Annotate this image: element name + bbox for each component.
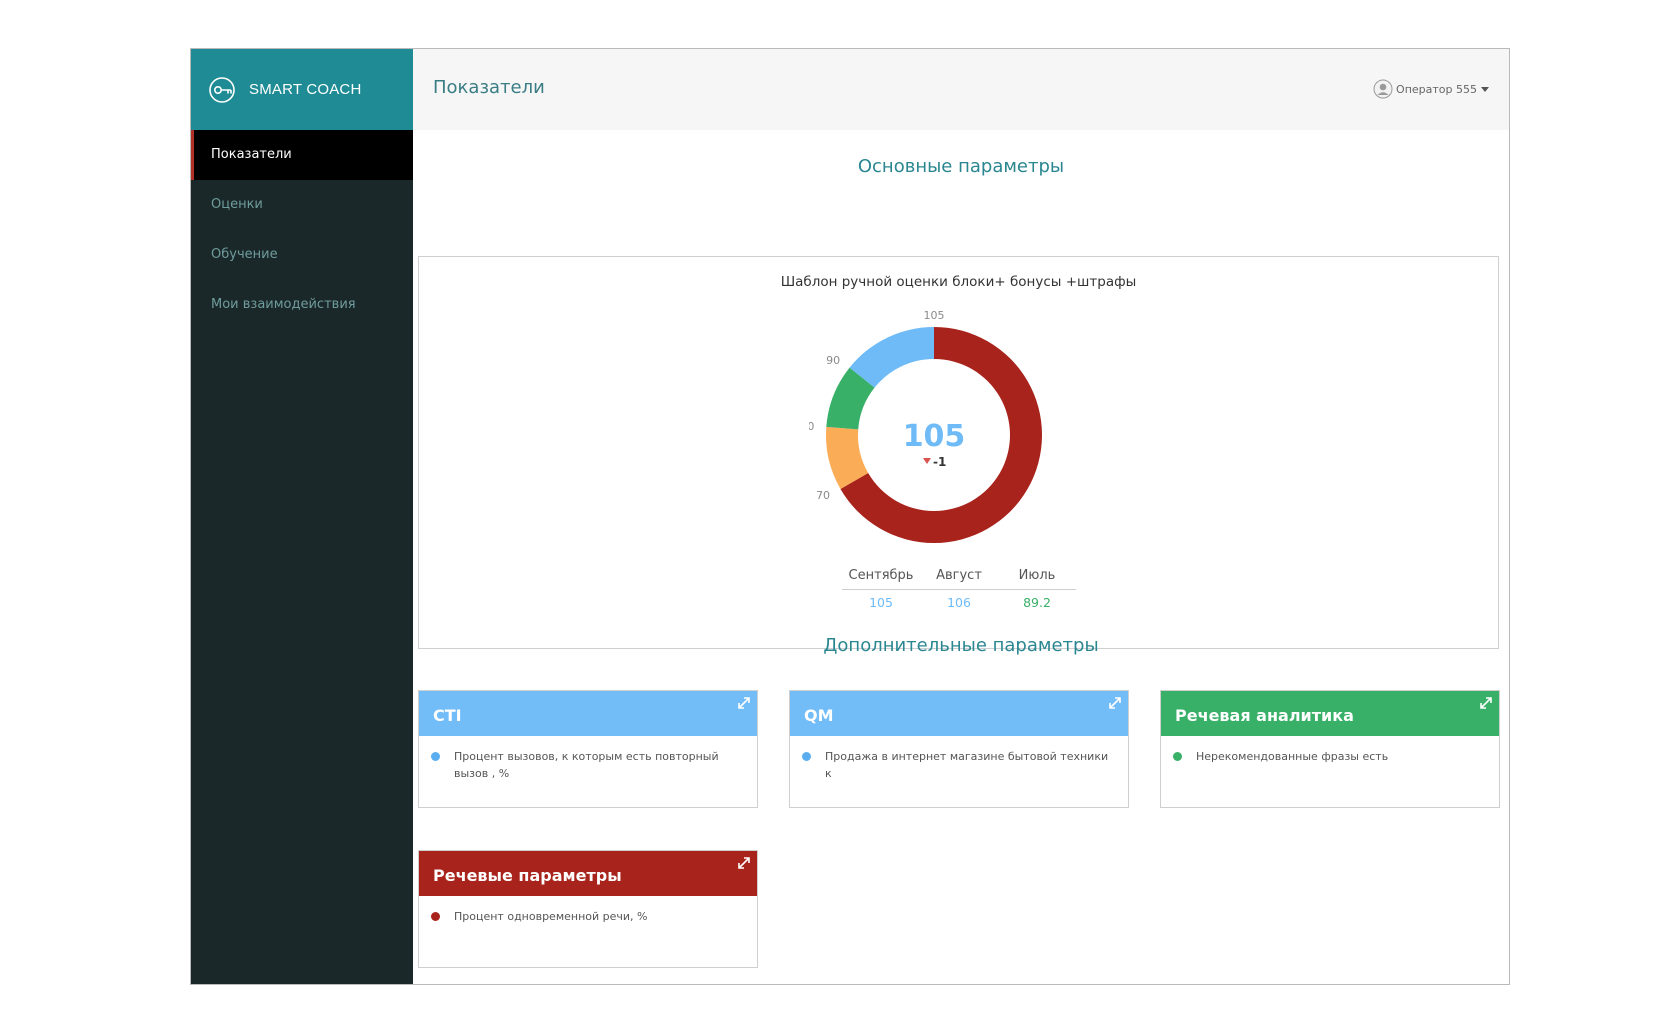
card-qm: QM Продажа в интернет магазине бытовой т… (789, 690, 1129, 808)
scale-tick-label: 105 (924, 309, 945, 322)
card-title: QM (804, 706, 834, 725)
card-title: CTI (433, 706, 462, 725)
secondary-section-title: Дополнительные параметры (823, 635, 1099, 656)
chevron-down-icon (1481, 86, 1489, 92)
month-header-row: Сентябрь Август Июль (842, 563, 1076, 590)
sidebar-item-evaluations[interactable]: Оценки (191, 180, 413, 230)
main-content: Основные параметры Шаблон ручной оценки … (413, 130, 1509, 984)
donut-segment-0 (840, 327, 1042, 543)
user-avatar-icon (1373, 79, 1393, 99)
card-item[interactable]: Продажа в интернет магазине бытовой техн… (790, 736, 1128, 782)
header: Показатели Оператор 555 (413, 49, 1509, 130)
card-header: QM (790, 691, 1128, 736)
scale-tick-label: 90 (826, 354, 840, 367)
brand-name: SMART COACH (249, 81, 362, 98)
sidebar-item-label: Оценки (211, 197, 263, 212)
bullet-dot-icon (431, 752, 440, 761)
card-item-label: Процент одновременной речи, % (454, 910, 648, 923)
donut-segment-3 (849, 327, 934, 388)
card-header: Речевая аналитика (1161, 691, 1499, 736)
card-item[interactable]: Нерекомендованные фразы есть (1161, 736, 1499, 765)
donut-segment-1 (826, 426, 869, 489)
center-value: 105 (903, 419, 966, 454)
donut-chart: 708090105105-1 (800, 307, 1059, 547)
sidebar-item-label: Показатели (211, 147, 292, 162)
month-value: 105 (869, 595, 893, 610)
card-speech-parameters: Речевые параметры Процент одновременной … (418, 850, 758, 968)
sidebar-item-label: Мои взаимодействия (211, 297, 356, 312)
sidebar-item-indicators[interactable]: Показатели (191, 130, 413, 180)
month-name: Сентябрь (842, 563, 920, 590)
user-name: Оператор 555 (1396, 82, 1477, 96)
bullet-dot-icon (802, 752, 811, 761)
card-title: Речевая аналитика (1175, 706, 1354, 725)
card-cti: CTI Процент вызовов, к которым есть повт… (418, 690, 758, 808)
sidebar-item-training[interactable]: Обучение (191, 230, 413, 280)
donut-svg: 708090105105-1 (800, 309, 1042, 543)
bullet-dot-icon (431, 912, 440, 921)
sidebar: SMART COACH Показатели Оценки Обучение М… (191, 49, 413, 984)
card-item[interactable]: Процент одновременной речи, % (419, 896, 757, 925)
expand-icon[interactable] (1479, 696, 1493, 710)
chart-title: Шаблон ручной оценки блоки+ бонусы +штра… (780, 274, 1137, 290)
card-item[interactable]: Процент вызовов, к которым есть повторны… (419, 736, 757, 782)
app-window: SMART COACH Показатели Оценки Обучение М… (190, 48, 1510, 985)
brand[interactable]: SMART COACH (191, 49, 413, 130)
expand-icon[interactable] (737, 696, 751, 710)
sidebar-item-interactions[interactable]: Мои взаимодействия (191, 280, 413, 330)
trend-down-icon (923, 458, 931, 464)
donut-segment-2 (826, 367, 875, 430)
delta-value: -1 (933, 455, 946, 469)
bullet-dot-icon (1173, 752, 1182, 761)
card-item-label: Нерекомендованные фразы есть (1196, 750, 1389, 763)
user-menu[interactable]: Оператор 555 (1373, 79, 1489, 99)
card-header: Речевые параметры (419, 851, 757, 896)
key-icon (209, 76, 235, 103)
month-value: 89.2 (1023, 595, 1051, 610)
month-name: Август (920, 563, 998, 590)
scale-tick-label: 80 (809, 420, 814, 433)
card-header: CTI (419, 691, 757, 736)
expand-icon[interactable] (1108, 696, 1122, 710)
card-speech-analytics: Речевая аналитика Нерекомендованные фраз… (1160, 690, 1500, 808)
month-name: Июль (998, 563, 1076, 590)
card-item-label: Процент вызовов, к которым есть повторны… (454, 750, 719, 780)
primary-section-title: Основные параметры (857, 156, 1065, 177)
card-item-label: Продажа в интернет магазине бытовой техн… (825, 750, 1109, 780)
month-table: Сентябрь Август Июль 105 106 89.2 (842, 563, 1076, 614)
primary-chart-panel: Шаблон ручной оценки блоки+ бонусы +штра… (418, 256, 1499, 649)
expand-icon[interactable] (737, 856, 751, 870)
card-title: Речевые параметры (433, 866, 622, 885)
month-value: 106 (947, 595, 971, 610)
scale-tick-label: 70 (816, 489, 830, 502)
month-value-row: 105 106 89.2 (842, 590, 1076, 614)
page-title: Показатели (433, 77, 545, 98)
sidebar-item-label: Обучение (211, 247, 278, 262)
